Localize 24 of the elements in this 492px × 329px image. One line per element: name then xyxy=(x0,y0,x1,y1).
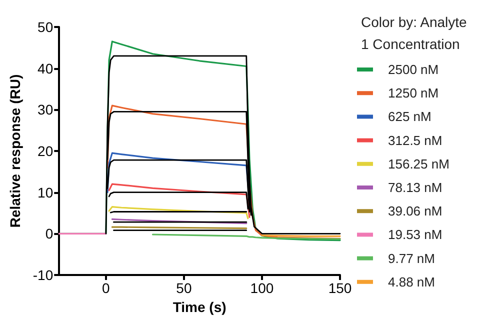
legend-label: 625 nM xyxy=(388,109,432,124)
y-tick-label: -10 xyxy=(32,267,54,283)
legend-label: 1250 nM xyxy=(388,86,439,101)
x-tick-label: 0 xyxy=(102,280,110,296)
y-axis-title: Relative response (RU) xyxy=(7,74,23,228)
x-axis-title: Time (s) xyxy=(172,298,226,315)
x-tick-label: 50 xyxy=(176,280,192,296)
y-tick-label: 20 xyxy=(38,143,54,159)
legend-label: 9.77 nM xyxy=(388,250,435,266)
y-tick-label: 0 xyxy=(45,226,54,242)
legend-label: 312.5 nM xyxy=(388,132,442,148)
y-tick-label: 10 xyxy=(38,184,54,200)
x-tick-label: 100 xyxy=(250,280,274,296)
legend-label: 156.25 nM xyxy=(388,156,450,172)
legend-label: 4.88 nM xyxy=(388,274,435,290)
legend-label: 39.06 nM xyxy=(388,204,442,219)
y-tick-label: 40 xyxy=(38,60,54,76)
legend-label: 19.53 nM xyxy=(388,227,442,242)
x-tick-label: 150 xyxy=(328,280,352,296)
y-tick-label: 50 xyxy=(38,19,54,35)
legend-label: 78.13 nM xyxy=(388,180,442,195)
y-tick-label: 30 xyxy=(38,102,54,118)
legend-label: 2500 nM xyxy=(388,62,439,77)
legend-title: Color by: Analyte 1 Concentration xyxy=(361,14,468,52)
